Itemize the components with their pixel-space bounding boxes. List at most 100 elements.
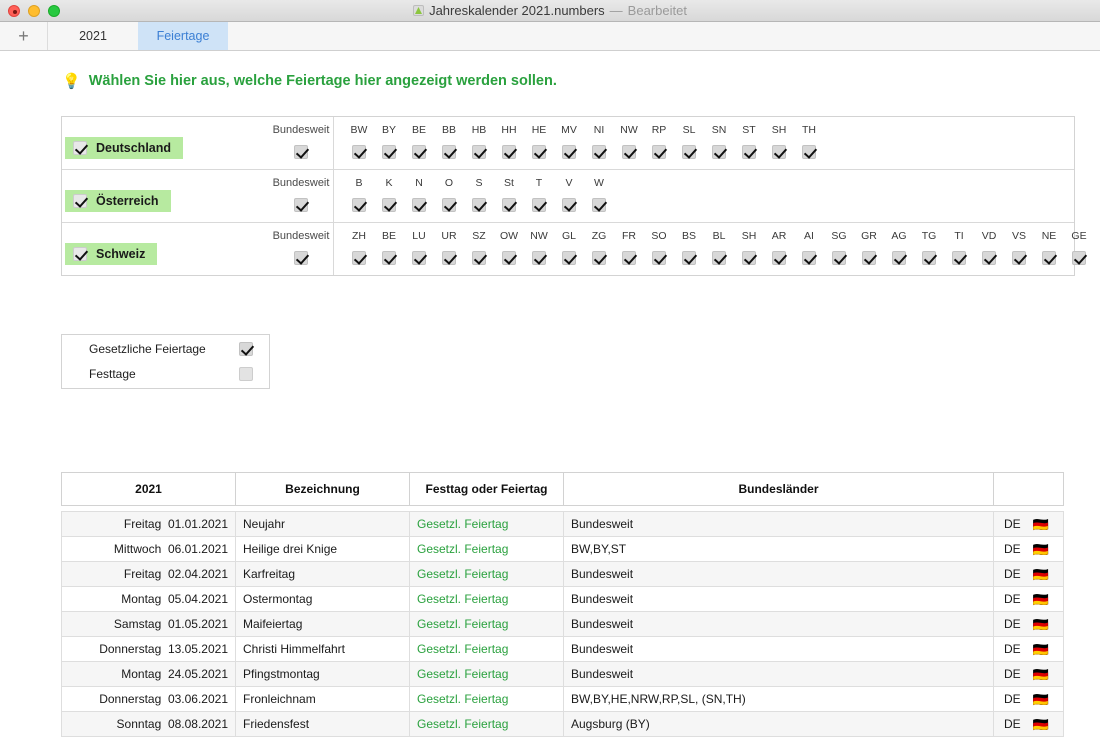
state-checkbox[interactable] [682,145,696,159]
canton-sh[interactable]: SH [734,230,764,265]
state-ni[interactable]: NI [584,124,614,159]
state-checkbox[interactable] [652,145,666,159]
state-checkbox[interactable] [892,251,906,265]
state-hb[interactable]: HB [464,124,494,159]
column-header-regions[interactable]: Bundesländer [563,472,994,506]
state-sn[interactable]: SN [704,124,734,159]
table-row[interactable]: Freitag 01.01.2021 Neujahr Gesetzl. Feie… [61,511,1064,537]
canton-nw[interactable]: NW [524,230,554,265]
state-sh[interactable]: SH [764,124,794,159]
country-checkbox-oesterreich[interactable] [73,194,87,208]
state-be[interactable]: BE [404,124,434,159]
table-row[interactable]: Samstag 01.05.2021 Maifeiertag Gesetzl. … [61,611,1064,637]
state-nw[interactable]: NW [614,124,644,159]
state-b[interactable]: B [344,177,374,212]
state-checkbox[interactable] [502,251,516,265]
state-checkbox[interactable] [412,145,426,159]
state-by[interactable]: BY [374,124,404,159]
state-w[interactable]: W [584,177,614,212]
state-checkbox[interactable] [742,251,756,265]
state-checkbox[interactable] [352,198,366,212]
state-checkbox[interactable] [412,251,426,265]
state-checkbox[interactable] [472,198,486,212]
state-st-at[interactable]: St [494,177,524,212]
country-toggle-deutschland[interactable]: Deutschland [62,117,269,169]
state-v[interactable]: V [554,177,584,212]
state-checkbox[interactable] [592,198,606,212]
zoom-button[interactable] [48,4,60,17]
state-checkbox[interactable] [532,198,546,212]
tab-2021[interactable]: 2021 [79,29,107,43]
state-checkbox[interactable] [952,251,966,265]
state-checkbox[interactable] [802,251,816,265]
canton-fr[interactable]: FR [614,230,644,265]
column-header-type[interactable]: Festtag oder Feiertag [409,472,564,506]
canton-ar[interactable]: AR [764,230,794,265]
table-row[interactable]: Montag 05.04.2021 Ostermontag Gesetzl. F… [61,586,1064,612]
close-button[interactable] [8,4,20,17]
state-hh[interactable]: HH [494,124,524,159]
canton-ag[interactable]: AG [884,230,914,265]
table-row[interactable]: Mittwoch 06.01.2021 Heilige drei Knige G… [61,536,1064,562]
state-checkbox[interactable] [592,251,606,265]
state-checkbox[interactable] [622,251,636,265]
state-checkbox[interactable] [712,251,726,265]
canton-ow[interactable]: OW [494,230,524,265]
minimize-button[interactable] [28,4,40,17]
state-sl[interactable]: SL [674,124,704,159]
option-checkbox-festtage[interactable] [239,367,253,381]
state-st[interactable]: ST [734,124,764,159]
canton-sz[interactable]: SZ [464,230,494,265]
state-checkbox[interactable] [502,145,516,159]
option-festtage[interactable]: Festtage [62,362,269,387]
state-checkbox[interactable] [652,251,666,265]
state-he[interactable]: HE [524,124,554,159]
state-checkbox[interactable] [1042,251,1056,265]
canton-bs[interactable]: BS [674,230,704,265]
state-checkbox[interactable] [592,145,606,159]
option-gesetzliche-feiertage[interactable]: Gesetzliche Feiertage [62,337,269,362]
state-bb[interactable]: BB [434,124,464,159]
state-n[interactable]: N [404,177,434,212]
canton-vd[interactable]: VD [974,230,1004,265]
state-mv[interactable]: MV [554,124,584,159]
canton-gr[interactable]: GR [854,230,884,265]
state-checkbox[interactable] [532,251,546,265]
state-t[interactable]: T [524,177,554,212]
state-bw[interactable]: BW [344,124,374,159]
state-k[interactable]: K [374,177,404,212]
state-checkbox[interactable] [1012,251,1026,265]
canton-gl[interactable]: GL [554,230,584,265]
state-checkbox[interactable] [562,198,576,212]
state-checkbox[interactable] [772,251,786,265]
state-checkbox[interactable] [682,251,696,265]
option-checkbox-gesetzliche-feiertage[interactable] [239,342,253,356]
country-toggle-schweiz[interactable]: Schweiz [62,223,269,275]
state-checkbox[interactable] [982,251,996,265]
state-checkbox[interactable] [862,251,876,265]
canton-lu[interactable]: LU [404,230,434,265]
canton-ur[interactable]: UR [434,230,464,265]
state-checkbox[interactable] [562,145,576,159]
state-checkbox[interactable] [382,198,396,212]
state-checkbox[interactable] [382,251,396,265]
state-checkbox[interactable] [412,198,426,212]
canton-ju[interactable]: JU [1094,230,1100,265]
table-row[interactable]: Donnerstag 03.06.2021 Fronleichnam Geset… [61,686,1064,712]
canton-sg[interactable]: SG [824,230,854,265]
bundesweit-checkbox-schweiz[interactable] [294,251,308,265]
state-checkbox[interactable] [352,251,366,265]
state-checkbox[interactable] [562,251,576,265]
state-checkbox[interactable] [622,145,636,159]
country-toggle-oesterreich[interactable]: Österreich [62,170,269,222]
state-checkbox[interactable] [382,145,396,159]
column-header-name[interactable]: Bezeichnung [235,472,410,506]
canton-zh[interactable]: ZH [344,230,374,265]
add-sheet-button[interactable]: + [0,22,48,50]
state-checkbox[interactable] [352,145,366,159]
canton-ge[interactable]: GE [1064,230,1094,265]
bundesweit-checkbox-oesterreich[interactable] [294,198,308,212]
state-checkbox[interactable] [772,145,786,159]
state-checkbox[interactable] [832,251,846,265]
state-rp[interactable]: RP [644,124,674,159]
